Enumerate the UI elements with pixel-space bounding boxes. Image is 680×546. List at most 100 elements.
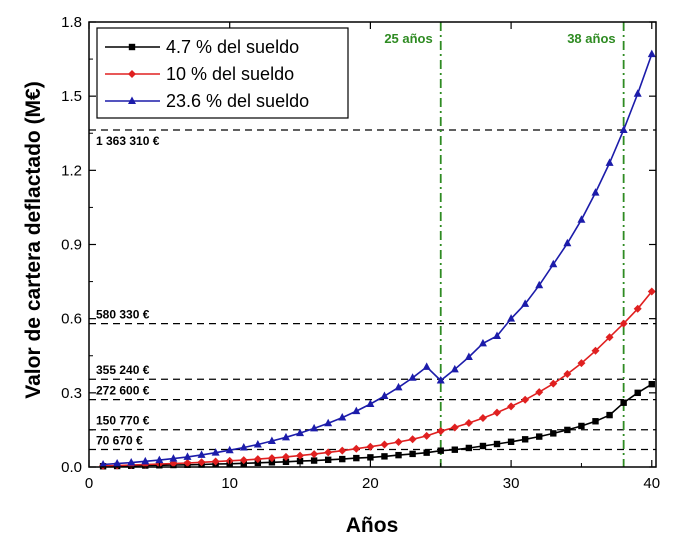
data-point bbox=[521, 436, 529, 443]
series-group bbox=[99, 49, 656, 468]
horizontal-reference-lines: 1 363 310 € 580 330 € 355 240 € 272 600 € 15… bbox=[89, 129, 656, 451]
vertical-reference-lines: 25 años 38 años bbox=[384, 22, 625, 467]
y-axis-title: Valor de cartera deflactado (M€) bbox=[22, 81, 45, 398]
data-point bbox=[267, 436, 276, 445]
data-point bbox=[281, 452, 290, 461]
data-point bbox=[507, 438, 515, 445]
y-tick-label: 0.3 bbox=[61, 385, 82, 402]
data-point bbox=[578, 422, 585, 430]
x-axis-title: Años bbox=[346, 514, 399, 537]
series-group bbox=[99, 287, 656, 470]
data-point bbox=[619, 125, 628, 134]
data-point bbox=[353, 454, 360, 462]
data-point bbox=[324, 448, 333, 457]
data-point bbox=[647, 49, 656, 58]
x-tick-label: 30 bbox=[503, 475, 520, 492]
data-point bbox=[155, 455, 164, 464]
data-point bbox=[521, 395, 530, 404]
data-point bbox=[521, 299, 530, 307]
data-point bbox=[619, 319, 628, 328]
data-point bbox=[211, 457, 220, 466]
data-point bbox=[464, 418, 473, 427]
data-point bbox=[394, 382, 403, 391]
data-point bbox=[577, 215, 586, 223]
data-point bbox=[423, 449, 430, 456]
data-point bbox=[197, 458, 206, 467]
series-group bbox=[99, 380, 655, 470]
data-point bbox=[239, 442, 248, 451]
data-point bbox=[549, 259, 558, 268]
data-point bbox=[464, 352, 473, 360]
data-point bbox=[478, 414, 487, 423]
data-point bbox=[592, 418, 599, 425]
data-point bbox=[169, 454, 178, 462]
data-point bbox=[183, 459, 192, 468]
data-point bbox=[536, 433, 543, 440]
data-point bbox=[380, 391, 389, 400]
data-point bbox=[141, 456, 150, 465]
data-point bbox=[549, 379, 558, 388]
data-point bbox=[564, 426, 571, 434]
data-point bbox=[128, 96, 136, 104]
data-point bbox=[422, 431, 431, 440]
data-point bbox=[436, 427, 445, 436]
data-point bbox=[339, 455, 346, 463]
data-point bbox=[352, 444, 361, 453]
data-point bbox=[465, 444, 473, 452]
data-point bbox=[408, 435, 417, 444]
data-point bbox=[128, 70, 136, 78]
data-point bbox=[128, 43, 136, 51]
data-point bbox=[183, 452, 192, 460]
data-point bbox=[211, 448, 220, 456]
data-point bbox=[324, 418, 333, 427]
data-point bbox=[394, 438, 403, 447]
data-point bbox=[324, 456, 332, 464]
data-point bbox=[563, 238, 572, 247]
data-point bbox=[296, 457, 304, 465]
data-point bbox=[310, 457, 318, 464]
y-tick-label: 1.8 bbox=[61, 14, 82, 31]
y-tick-label: 1.5 bbox=[61, 88, 82, 105]
data-point bbox=[605, 333, 614, 342]
y-tick-label: 0.0 bbox=[61, 459, 82, 476]
y-tick-label: 0.9 bbox=[61, 237, 82, 254]
data-point bbox=[436, 375, 445, 384]
hline-ref-label: 272 600 € bbox=[96, 384, 150, 398]
data-point bbox=[239, 456, 248, 465]
data-point bbox=[380, 440, 389, 449]
x-tick-label: 20 bbox=[362, 475, 379, 492]
legend: 4.7 % del sueldo 10 % del sueldo 23.6 % de… bbox=[96, 27, 349, 119]
legend-label: 4.7 % del sueldo bbox=[166, 37, 299, 57]
vline-ref-label: 25 años bbox=[384, 31, 432, 46]
data-point bbox=[310, 450, 319, 459]
data-point bbox=[507, 314, 516, 322]
data-point bbox=[606, 411, 613, 419]
data-point bbox=[605, 158, 614, 166]
data-point bbox=[395, 451, 402, 459]
hline-ref-label: 355 240 € bbox=[96, 363, 150, 377]
data-point bbox=[633, 304, 642, 313]
data-point bbox=[633, 89, 642, 97]
data-point bbox=[577, 359, 586, 368]
y-tick-label: 0.6 bbox=[61, 311, 82, 328]
hline-ref-label: 580 330 € bbox=[96, 308, 150, 322]
data-point bbox=[563, 370, 572, 379]
data-point bbox=[408, 373, 417, 381]
data-point bbox=[493, 331, 502, 339]
data-point bbox=[634, 389, 641, 397]
legend-label: 23.6 % del sueldo bbox=[166, 91, 309, 111]
data-point bbox=[479, 442, 487, 450]
series-line bbox=[103, 53, 653, 466]
series-layer bbox=[99, 49, 656, 470]
series-line bbox=[103, 383, 653, 468]
data-point bbox=[535, 388, 544, 397]
hline-ref-label: 150 770 € bbox=[96, 414, 150, 428]
data-point bbox=[422, 362, 431, 370]
data-point bbox=[507, 402, 516, 411]
data-point bbox=[338, 446, 347, 455]
series-line bbox=[103, 290, 653, 467]
data-point bbox=[338, 413, 347, 421]
data-point bbox=[113, 459, 122, 467]
data-point bbox=[296, 451, 305, 460]
data-point bbox=[296, 428, 305, 437]
